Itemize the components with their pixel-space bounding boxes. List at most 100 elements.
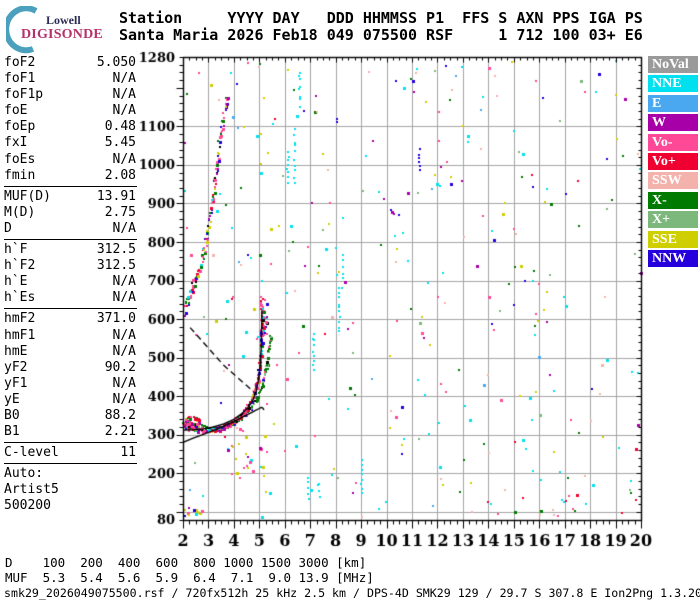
legend-item-ssw: SSW <box>648 172 698 190</box>
param-row: h`F2 312.5 <box>4 258 136 274</box>
param-value: N/A <box>112 274 136 290</box>
legend-item-x-: X- <box>648 191 698 209</box>
param-label: foF2 <box>4 55 36 70</box>
param-row: hmE N/A <box>4 344 136 360</box>
param-label: h`Es <box>4 290 36 306</box>
param-label: yF2 <box>4 359 28 375</box>
header-values-line: Santa Maria 2026 Feb18 049 075500 RSF 1 … <box>119 25 643 44</box>
param-value: 90.2 <box>104 359 136 375</box>
legend-item-noval: NoVal <box>648 56 698 73</box>
param-label: C-level <box>4 445 59 461</box>
param-value: 13.91 <box>96 188 136 204</box>
param-value: 312.5 <box>96 258 136 274</box>
param-label: D <box>4 220 12 236</box>
param-value: 2.75 <box>104 204 136 220</box>
param-row: h`F 312.5 <box>4 242 136 258</box>
param-value: 2.21 <box>104 424 136 440</box>
param-separator <box>4 308 137 310</box>
param-value: 0.48 <box>104 119 136 135</box>
param-label: M(D) <box>4 204 36 220</box>
param-row: foF2 5.050 <box>4 55 136 71</box>
param-row: M(D) 2.75 <box>4 205 136 221</box>
legend-item-e: E <box>648 94 698 112</box>
param-label: fmin <box>4 167 36 183</box>
param-row: yF1 N/A <box>4 376 136 392</box>
station-header: Station YYYY DAY DDD HHMMSS P1 FFS S AXN… <box>119 10 643 43</box>
param-label: hmF1 <box>4 327 36 343</box>
param-label: B0 <box>4 407 20 423</box>
param-row: yF2 90.2 <box>4 360 136 376</box>
param-value: 11 <box>120 445 136 461</box>
param-text-line: Artist5 <box>4 482 59 498</box>
param-row: hmF2 371.0 <box>4 311 136 327</box>
param-label: hmF2 <box>4 311 36 327</box>
param-text-line: Auto: <box>4 466 44 482</box>
legend-item-nnw: NNW <box>648 249 698 267</box>
param-separator <box>4 442 137 444</box>
param-label: fxI <box>4 135 28 151</box>
param-row: D N/A <box>4 221 136 237</box>
param-row: foE N/A <box>4 103 136 119</box>
param-value: 5.050 <box>96 55 136 70</box>
param-row: foEs N/A <box>4 152 136 168</box>
param-row: h`E N/A <box>4 274 136 290</box>
param-value: N/A <box>112 327 136 343</box>
digisonde-arc-icon <box>6 6 38 54</box>
param-value: N/A <box>112 103 136 119</box>
param-label: foF1p <box>4 87 44 103</box>
param-value: 5.45 <box>104 135 136 151</box>
param-row: foEp 0.48 <box>4 119 136 135</box>
legend-item-nne: NNE <box>648 75 698 93</box>
param-label: MUF(D) <box>4 188 51 204</box>
param-label: foEs <box>4 151 36 167</box>
d-distance-row: D 100 200 400 600 800 1000 1500 3000 [km… <box>5 555 367 570</box>
legend-item-vo+: Vo+ <box>648 152 698 170</box>
param-row: fxI 5.45 <box>4 135 136 151</box>
param-separator <box>4 185 137 187</box>
legend-item-w: W <box>648 114 698 132</box>
param-label: foEp <box>4 119 36 135</box>
param-label: foE <box>4 103 28 119</box>
muf-row: MUF 5.3 5.4 5.6 5.9 6.4 7.1 9.0 13.9 [MH… <box>5 569 374 585</box>
param-value: 88.2 <box>104 407 136 423</box>
param-label: yE <box>4 391 20 407</box>
param-row: h`Es N/A <box>4 290 136 306</box>
param-label: B1 <box>4 424 20 440</box>
param-value: N/A <box>112 151 136 167</box>
header-columns-line: Station YYYY DAY DDD HHMMSS P1 FFS S AXN… <box>119 9 643 27</box>
param-row: C-level 11 <box>4 445 136 461</box>
param-value: N/A <box>112 343 136 359</box>
param-label: yF1 <box>4 375 28 391</box>
legend-item-vo-: Vo- <box>648 133 698 151</box>
param-row: yE N/A <box>4 392 136 408</box>
param-row: B0 88.2 <box>4 408 136 424</box>
legend-item-x+: X+ <box>648 211 698 229</box>
param-row: MUF(D) 13.91 <box>4 189 136 205</box>
param-value: 312.5 <box>96 242 136 258</box>
param-value: N/A <box>112 391 136 407</box>
param-row: foF1 N/A <box>4 71 136 87</box>
param-row: fmin 2.08 <box>4 168 136 184</box>
param-value: N/A <box>112 220 136 236</box>
param-separator <box>4 239 137 241</box>
param-label: h`F2 <box>4 258 36 274</box>
param-separator <box>4 463 137 465</box>
param-label: h`F <box>4 242 28 258</box>
param-label: h`E <box>4 274 28 290</box>
logo-text-lowell: Lowell <box>46 13 81 27</box>
param-label: foF1 <box>4 71 36 87</box>
lowell-digisonde-logo: Lowell DIGISONDE <box>6 4 118 54</box>
param-row: hmF1 N/A <box>4 328 136 344</box>
logo-text-digisonde: DIGISONDE <box>21 27 103 42</box>
param-value: N/A <box>112 290 136 306</box>
legend-item-sse: SSE <box>648 230 698 248</box>
param-value: N/A <box>112 71 136 87</box>
scaled-parameters-panel: foF2 5.050 foF1 N/A foF1p N/A foE N/A foEp 0.48 fx… <box>4 55 137 515</box>
param-value: N/A <box>112 375 136 391</box>
param-row: B1 2.21 <box>4 424 136 440</box>
param-value: N/A <box>112 87 136 103</box>
param-value: 2.08 <box>104 167 136 183</box>
param-text-line: 500200 <box>4 498 51 514</box>
